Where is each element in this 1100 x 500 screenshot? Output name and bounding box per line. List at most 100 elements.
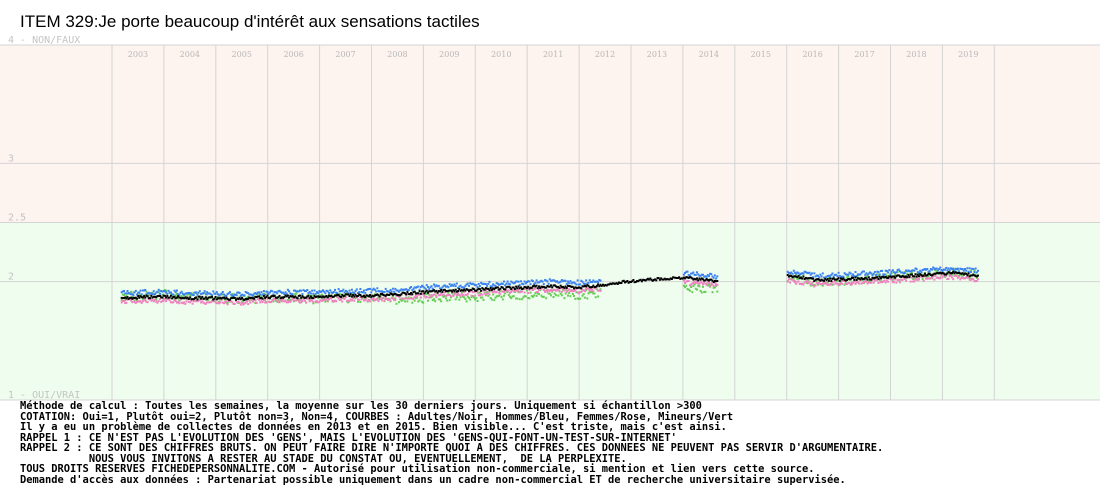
hommes-point (387, 290, 390, 293)
femmes-point (483, 292, 486, 295)
femmes-point (431, 294, 434, 297)
hommes-point (466, 282, 469, 285)
mineurs-point (475, 297, 478, 300)
adultes-point (483, 288, 486, 291)
femmes-point (798, 283, 801, 285)
hommes-point (288, 290, 291, 293)
femmes-point (359, 296, 362, 298)
hommes-point (696, 271, 698, 274)
hommes-point (929, 268, 932, 271)
hommes-point (905, 269, 907, 272)
mineurs-point (414, 297, 417, 299)
adultes-point (536, 287, 539, 290)
adultes-point (670, 278, 673, 280)
hommes-point (915, 268, 918, 271)
mineurs-point (821, 284, 824, 287)
mineurs-point (280, 298, 283, 301)
mineurs-point (291, 296, 294, 299)
mineurs-point (573, 295, 575, 297)
femmes-point (541, 287, 544, 289)
hommes-point (861, 270, 864, 273)
femmes-point (507, 289, 510, 292)
hommes-point (885, 270, 888, 273)
femmes-point (931, 276, 933, 279)
femmes-point (532, 289, 534, 291)
femmes-point (221, 301, 224, 304)
x-tick-label: 2016 (802, 50, 822, 59)
hommes-point (406, 289, 409, 292)
femmes-point (344, 296, 347, 299)
adultes-point (686, 276, 689, 279)
femmes-point (363, 299, 365, 302)
hommes-point (307, 292, 310, 295)
adultes-point (264, 296, 267, 299)
mineurs-point (454, 298, 457, 301)
mineurs-point (706, 284, 709, 287)
hommes-point (144, 289, 147, 291)
adultes-point (562, 285, 565, 288)
hommes-point (693, 273, 696, 276)
adultes-point (882, 275, 885, 278)
femmes-point (860, 282, 863, 285)
mineurs-point (264, 298, 267, 301)
hommes-point (940, 269, 943, 271)
hommes-point (232, 294, 235, 297)
femmes-point (813, 285, 816, 288)
adultes-point (172, 296, 175, 298)
adultes-point (600, 284, 603, 287)
hommes-point (812, 276, 815, 279)
hommes-point (249, 293, 252, 296)
hommes-point (472, 283, 475, 286)
mineurs-point (521, 298, 524, 301)
adultes-point (565, 286, 568, 289)
femmes-point (306, 297, 309, 300)
adultes-point (964, 272, 966, 275)
hommes-point (534, 281, 537, 284)
chart-title: ITEM 329:Je porte beaucoup d'intérêt aux… (20, 12, 480, 31)
femmes-point (710, 282, 713, 285)
adultes-point (406, 291, 409, 294)
hommes-point (342, 288, 345, 291)
femmes-point (465, 294, 468, 296)
femmes-point (713, 281, 716, 284)
adultes-point (819, 279, 822, 282)
hommes-point (532, 280, 534, 283)
mineurs-point (711, 291, 714, 294)
hommes-point (155, 291, 158, 294)
femmes-point (495, 291, 498, 294)
hommes-point (977, 269, 979, 272)
hommes-point (163, 290, 166, 293)
femmes-point (231, 301, 234, 304)
hommes-point (192, 294, 195, 297)
mineurs-point (165, 289, 168, 292)
femmes-point (501, 290, 504, 293)
adultes-point (890, 276, 893, 279)
mineurs-point (564, 292, 567, 295)
femmes-point (690, 283, 693, 286)
adultes-point (128, 296, 131, 299)
adultes-point (971, 274, 974, 277)
hommes-point (524, 282, 527, 285)
femmes-point (918, 278, 920, 281)
adultes-point (540, 285, 543, 288)
femmes-point (442, 293, 445, 296)
mineurs-point (523, 295, 526, 298)
mineurs-point (807, 279, 810, 282)
mineurs-point (935, 270, 938, 273)
hommes-point (876, 270, 879, 273)
adultes-point (492, 287, 495, 290)
adultes-point (354, 293, 357, 296)
hommes-point (879, 270, 882, 272)
mineurs-point (180, 295, 183, 298)
femmes-point (902, 276, 905, 279)
adultes-point (863, 277, 865, 280)
femmes-point (579, 291, 582, 294)
hommes-point (376, 287, 379, 290)
femmes-point (166, 297, 169, 300)
femmes-point (405, 294, 408, 297)
adultes-point (658, 278, 661, 281)
femmes-point (332, 300, 335, 303)
femmes-point (366, 300, 369, 302)
adultes-point (521, 288, 524, 290)
